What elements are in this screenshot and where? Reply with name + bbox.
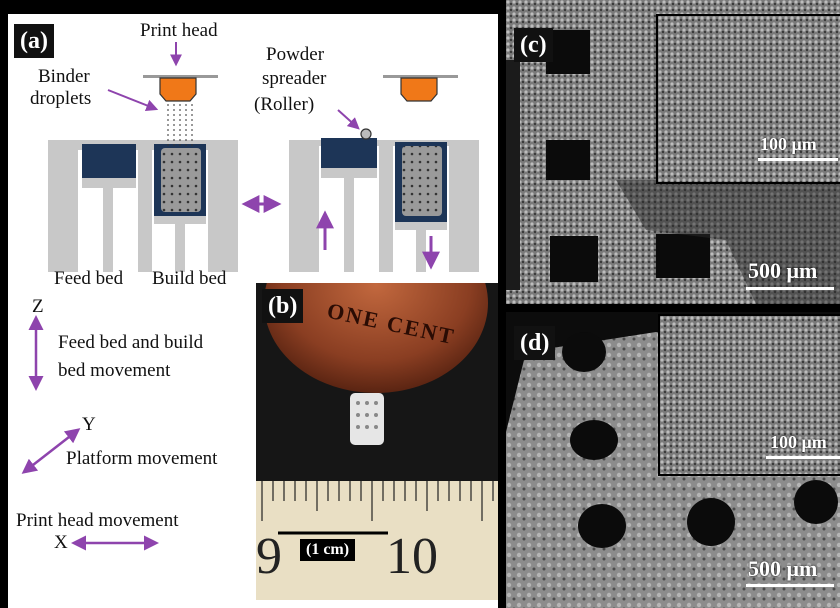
panel-c-sem: 100 μm (c) 500 μm [506,0,840,304]
inset-d-scale-text: 100 μm [770,432,827,452]
feed-piston-rod [103,188,113,272]
ruler [256,481,498,600]
panel-c-label: (c) [514,28,553,62]
print-head [159,77,197,102]
build-piston-rod [175,224,185,272]
c-scale-text: 500 μm [748,258,818,283]
d-scale-text: 500 μm [748,556,818,581]
build-bed-label: Build bed [152,268,227,289]
z-movement-2: bed movement [58,360,171,381]
binder-label-2: droplets [30,88,92,109]
d-scale-bar [746,584,834,587]
build-piston-plate [154,216,206,224]
feed-powder-raised [321,138,377,168]
cm-scale-label: (1 cm) [300,539,356,561]
spreader-label-1: Powder [266,44,325,65]
print-head-rail [143,75,218,78]
print-head-label: Print head [140,20,218,41]
spreader-callout [337,109,360,130]
y-label: Y [82,414,96,435]
feed-piston-plate [82,178,136,188]
panel-b-label: (b) [262,289,304,323]
panel-d-label: (d) [514,326,556,360]
ruler-digit-9: 9 [256,528,282,585]
left-bed-assembly [48,75,238,272]
panel-d-sem: 100 μm (d) 500 μm [506,312,840,608]
z-label: Z [32,296,44,317]
divider-wall [138,140,152,272]
c-scale-bar [746,287,834,290]
binder-callout [107,89,159,112]
binder-label-1: Binder [38,66,90,87]
inset-c-scale-bar [758,158,838,161]
ruler-digit-10: 10 [386,528,438,585]
photo-b-drawing [256,283,498,600]
z-movement-1: Feed bed and build [58,332,204,353]
spreader-label-3: (Roller) [254,94,315,115]
panel-d-inset: 100 μm [658,314,840,476]
x-label: X [54,532,68,553]
penny [264,283,488,393]
printed-scaffold [350,393,384,445]
feed-bed-label: Feed bed [54,268,124,289]
panel-b-photo: (b) ONE CENT 9 10 (1 cm) [256,283,498,600]
binder-droplets [167,104,193,146]
y-axis-arrow [21,428,81,474]
left-wall [48,140,78,272]
schematic-drawing [21,42,479,551]
right-bed-assembly [289,75,479,272]
right-wall [208,140,238,272]
panel-c-inset: 100 μm [656,14,840,184]
ruler-ticks [261,481,494,521]
platform-movement-label: Platform movement [66,448,218,469]
feed-powder [82,144,136,178]
panel-a-label: (a) [14,24,54,58]
roller [360,128,372,140]
build-part [161,148,201,212]
print-head-movement-label: Print head movement [16,510,179,531]
spreader-label-2: spreader [262,68,327,89]
top-wall [48,140,238,150]
inset-c-scale-text: 100 μm [760,134,817,154]
inset-d-scale-bar [766,456,840,459]
